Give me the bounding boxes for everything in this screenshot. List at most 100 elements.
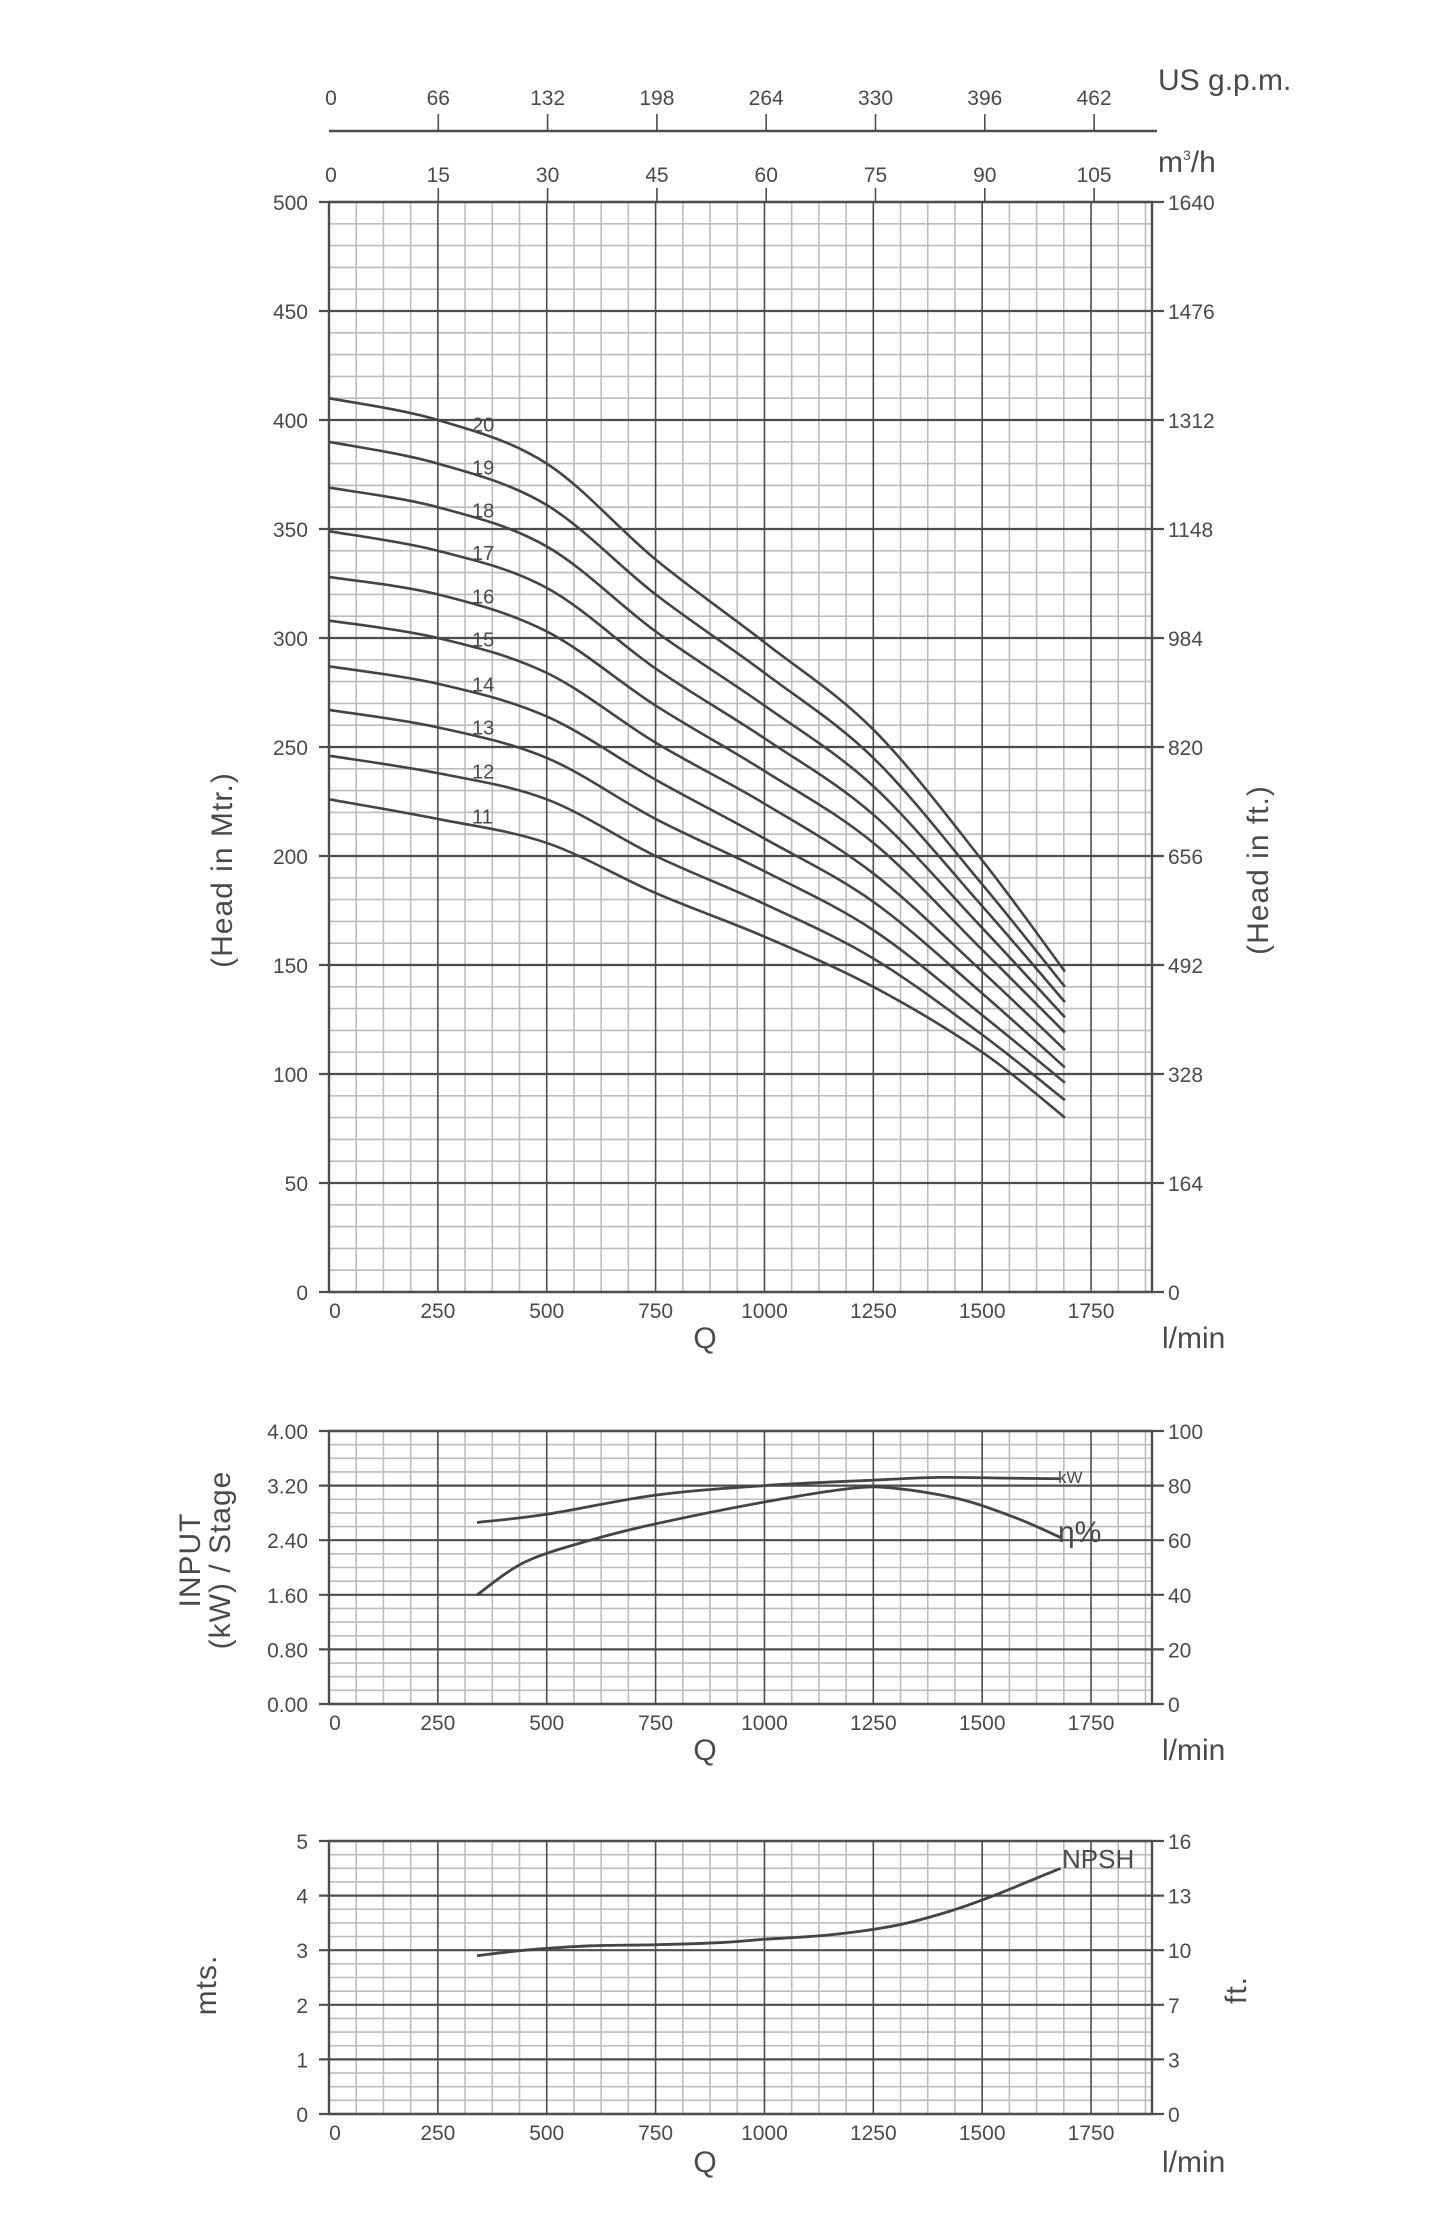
y-tick-label: 0: [296, 2104, 308, 2127]
curve-label-16: 16: [472, 587, 494, 609]
y-tick-label: 5: [296, 1831, 308, 1854]
y-right-axis-title: ft.: [1220, 1976, 1253, 2004]
y-right-tick-label: 16: [1168, 1831, 1191, 1854]
x-tick-label: 1750: [1068, 1300, 1115, 1323]
y-right-tick-label: 1476: [1168, 301, 1215, 324]
m3h-unit-label: m3/h: [1158, 146, 1216, 179]
y-tick-label: 200: [273, 846, 308, 869]
gpm-tick-label: 396: [967, 87, 1002, 110]
y-right-tick-label: 0: [1168, 2104, 1180, 2127]
efficiency-label: η%: [1058, 1516, 1101, 1549]
y-right-tick-label: 656: [1168, 846, 1203, 869]
head-curve-15: [328, 619, 1066, 1051]
head-curve-17: [328, 529, 1066, 1019]
curve-label-18: 18: [472, 500, 494, 522]
gpm-unit-label: US g.p.m.: [1158, 64, 1291, 97]
m3h-tick-label: 15: [427, 164, 450, 187]
head-curve-14: [328, 665, 1066, 1069]
plot-frame: [327, 1839, 1154, 2116]
y-right-tick-label: 7: [1168, 1995, 1180, 2018]
y-axis-title-line2: (kW) / Stage: [204, 1471, 237, 1650]
y-axis-title: mts.: [190, 1955, 223, 2016]
x-tick-label: 1250: [850, 1712, 897, 1735]
x-tick-label: 1750: [1068, 2122, 1115, 2145]
y-tick-label: 50: [285, 1173, 308, 1196]
x-tick-label: 750: [638, 1712, 673, 1735]
y-right-tick-label: 0: [1168, 1282, 1180, 1305]
y-tick-label: 450: [273, 301, 308, 324]
x-unit-label: l/min: [1162, 1322, 1225, 1355]
head-curve-16: [328, 575, 1066, 1034]
y-tick-label: 3: [296, 1940, 308, 1963]
head-curve-19: [328, 440, 1066, 988]
y-right-tick-label: 984: [1168, 628, 1203, 651]
y-tick-label: 1: [296, 2049, 308, 2072]
y-axis-title-line1: INPUT: [174, 1513, 207, 1608]
y-tick-label: 350: [273, 519, 308, 542]
m3h-tick-label: 105: [1077, 164, 1112, 187]
y-right-tick-label: 60: [1168, 1530, 1191, 1553]
head-curve-20: [328, 396, 1066, 973]
y-tick-label: 1.60: [267, 1585, 308, 1608]
npsh-label: NPSH: [1062, 1844, 1134, 1874]
curve-label-17: 17: [472, 543, 494, 565]
x-tick-label: 750: [638, 1300, 673, 1323]
y-tick-label: 2: [296, 1995, 308, 2018]
y-tick-label: 4.00: [267, 1421, 308, 1444]
y-tick-label: 3.20: [267, 1476, 308, 1499]
gpm-tick-label: 66: [427, 87, 450, 110]
y-tick-label: 400: [273, 410, 308, 433]
curve-label-12: 12: [472, 762, 494, 784]
gpm-tick-label: 264: [749, 87, 784, 110]
y-tick-label: 250: [273, 737, 308, 760]
x-tick-label: 1000: [741, 1300, 788, 1323]
head-curve-12: [328, 754, 1066, 1102]
m3h-tick-label: 0: [325, 164, 337, 187]
y-right-tick-label: 10: [1168, 1940, 1191, 1963]
x-tick-label: 750: [638, 2122, 673, 2145]
y-right-tick-label: 492: [1168, 955, 1203, 978]
gpm-tick-label: 198: [639, 87, 674, 110]
x-tick-label: 250: [420, 1712, 455, 1735]
x-tick-label: 0: [329, 2122, 341, 2145]
gpm-tick-label: 132: [530, 87, 565, 110]
kw-label: kW: [1058, 1468, 1083, 1487]
y-right-tick-label: 1640: [1168, 192, 1215, 215]
y-tick-label: 100: [273, 1064, 308, 1087]
head-curve-13: [328, 708, 1066, 1084]
y-right-axis-title: (Head in ft.): [1242, 785, 1275, 955]
y-right-tick-label: 40: [1168, 1585, 1191, 1608]
y-right-tick-label: 80: [1168, 1476, 1191, 1499]
npsh-curve: [476, 1867, 1062, 1958]
y-right-tick-label: 820: [1168, 737, 1203, 760]
y-right-tick-label: 1312: [1168, 410, 1215, 433]
x-unit-label: l/min: [1162, 2146, 1225, 2179]
curve-label-13: 13: [472, 717, 494, 739]
x-tick-label: 1000: [741, 2122, 788, 2145]
x-tick-label: 0: [329, 1300, 341, 1323]
x-tick-label: 250: [420, 2122, 455, 2145]
x-tick-label: 1500: [959, 1712, 1006, 1735]
plot-frame: [327, 1429, 1154, 1706]
m3h-tick-label: 45: [645, 164, 668, 187]
x-tick-label: 500: [529, 1300, 564, 1323]
gpm-tick-label: 330: [858, 87, 893, 110]
y-right-tick-label: 100: [1168, 1421, 1203, 1444]
y-tick-label: 150: [273, 955, 308, 978]
plot-frame: [327, 200, 1154, 1294]
y-tick-label: 300: [273, 628, 308, 651]
kw-curve: [476, 1475, 1061, 1524]
y-right-tick-label: 328: [1168, 1064, 1203, 1087]
m3h-tick-label: 75: [864, 164, 887, 187]
gpm-tick-label: 0: [325, 87, 337, 110]
curve-label-11: 11: [472, 807, 493, 829]
x-axis-label: Q: [693, 2146, 716, 2179]
y-tick-label: 4: [296, 1886, 308, 1909]
x-tick-label: 1000: [741, 1712, 788, 1735]
curve-label-19: 19: [472, 458, 494, 480]
x-unit-label: l/min: [1162, 1734, 1225, 1767]
y-tick-label: 0.80: [267, 1639, 308, 1662]
y-right-tick-label: 13: [1168, 1886, 1191, 1909]
